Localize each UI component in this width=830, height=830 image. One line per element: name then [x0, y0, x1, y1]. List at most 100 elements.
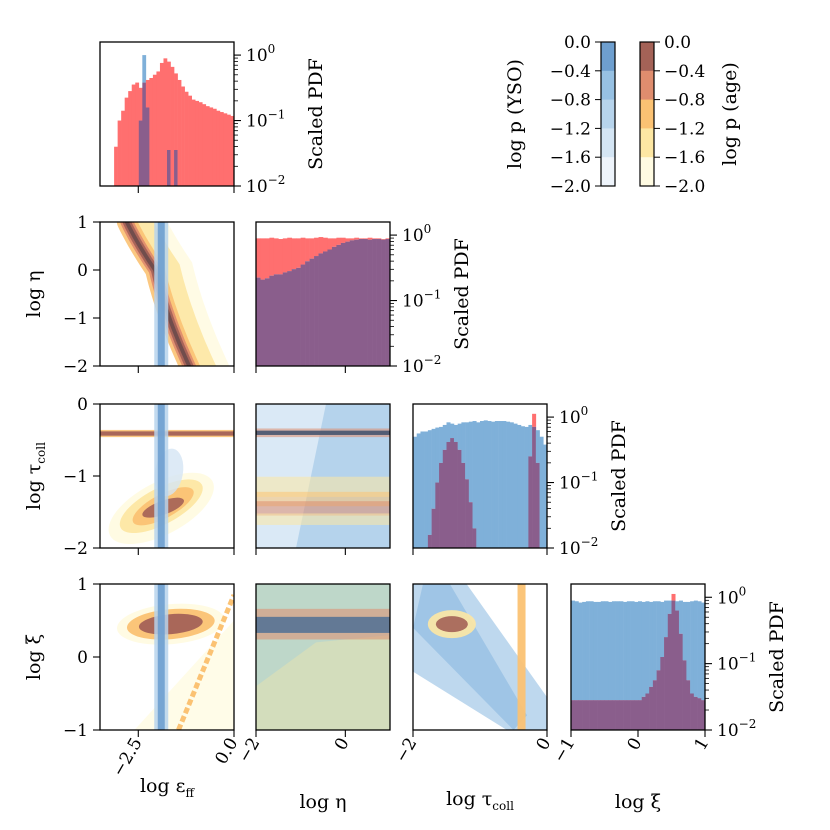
- pdf-axis-label: Scaled PDF: [608, 420, 630, 532]
- x-axis-eta-row2: [255, 548, 346, 555]
- age-hist-bar: [124, 97, 129, 186]
- overlap-hist-bar: [269, 275, 275, 366]
- overlap-hist-bar: [174, 150, 178, 186]
- overlap-hist-bar: [597, 700, 602, 730]
- yso-hist-bar: [585, 601, 590, 701]
- overlap-hist-bar: [535, 462, 540, 548]
- age-contour-region: [256, 584, 390, 730]
- age-hist-bar: [671, 593, 676, 601]
- yso-hist-bar: [513, 423, 518, 548]
- overlap-hist-bar: [363, 239, 368, 366]
- yso-hist-bar: [597, 601, 602, 701]
- overlap-hist-bar: [435, 482, 440, 548]
- x-tick-label: −2: [234, 735, 264, 767]
- age-hist-bar: [532, 413, 537, 427]
- pdf-tick-base: 10: [246, 112, 268, 132]
- age-hist-bar: [163, 58, 168, 187]
- overlap-hist-bar: [446, 441, 451, 548]
- pdf-tick-exp: −2: [268, 173, 286, 187]
- age-hist-bar: [367, 237, 373, 240]
- x-axis-label-eta-main: log η: [299, 791, 346, 813]
- overlap-hist-bar: [431, 508, 436, 548]
- pdf-tick-base: 10: [559, 539, 581, 559]
- yso-hist-bar: [660, 601, 665, 657]
- overlap-hist-bar: [287, 271, 293, 366]
- y-tick-label: 0: [77, 261, 88, 281]
- overlap-hist-bar: [604, 700, 609, 730]
- overlap-hist-bar: [340, 242, 346, 366]
- yso-hist-bar: [649, 601, 654, 687]
- age-hist-bar: [296, 238, 301, 268]
- y-tick-label: 1: [77, 213, 88, 233]
- x-tick-label: 0: [624, 735, 647, 754]
- overlap-hist-bar: [345, 241, 351, 366]
- colorbar-tick-label: −0.8: [550, 91, 591, 111]
- overlap-hist-bar: [619, 700, 624, 730]
- age-hist-bar: [205, 106, 210, 186]
- yso-hist-bar: [498, 421, 503, 548]
- colorbar-segment: [601, 42, 615, 72]
- colorbar-segment: [640, 157, 654, 187]
- y-axis-label-eta: log η: [23, 270, 45, 317]
- yso-hist-bar: [487, 421, 492, 548]
- yso-hist-bar: [502, 421, 507, 548]
- age-hist-bar: [314, 237, 319, 257]
- overlap-contour-band: [256, 430, 390, 435]
- overlap-hist-bar: [367, 239, 373, 366]
- yso-hist-bar: [619, 601, 624, 701]
- overlap-hist-bar: [372, 239, 377, 366]
- age-hist-bar: [264, 238, 270, 279]
- yso-hist-bar: [517, 424, 522, 548]
- density-panel-eta-xi: [256, 584, 390, 730]
- yso-hist-bar: [574, 601, 579, 701]
- overlap-hist-bar: [318, 253, 324, 366]
- pdf-tick-base: 10: [717, 588, 739, 608]
- x-axis-eps-row3: −2.5 0.0: [109, 730, 242, 780]
- hist-frame: [255, 221, 391, 367]
- yso-hist-bar: [480, 421, 485, 548]
- x-tick-label: 1: [691, 735, 714, 754]
- colorbar-tick-label: −1.2: [550, 119, 591, 139]
- age-hist-bar: [117, 120, 122, 186]
- yso-hist-bar: [630, 601, 635, 701]
- yso-hist-bar: [427, 430, 432, 535]
- overlap-hist-bar: [608, 700, 613, 730]
- yso-hist-bar: [623, 601, 628, 701]
- age-hist-bar: [174, 73, 178, 150]
- age-hist-bar: [226, 114, 231, 186]
- overlap-hist-bar: [690, 693, 695, 730]
- colorbar-segment: [601, 157, 615, 187]
- age-hist-bar: [349, 238, 355, 241]
- overlap-hist-bar: [582, 700, 587, 730]
- pdf-tick-label: 100: [717, 584, 746, 608]
- colorbar-YSO: 0.0 −0.4 −0.8 −1.2 −1.6 −2.0 log p (YSO): [504, 33, 616, 197]
- age-hist-bar: [198, 102, 203, 186]
- overlap-hist-bar: [652, 680, 657, 730]
- yso-hist-bar: [431, 428, 436, 509]
- yso-hist-bar: [524, 426, 529, 548]
- pdf-tick-exp: −1: [268, 108, 286, 122]
- age-hist-bar: [131, 84, 136, 186]
- overlap-hist-bar: [461, 462, 466, 548]
- overlap-hist-bar: [385, 239, 391, 366]
- age-hist-bar: [300, 237, 306, 265]
- age-contour-edge: [176, 593, 234, 730]
- age-hist-bar: [331, 238, 337, 247]
- colorbar-tick-label: −0.4: [550, 62, 591, 82]
- age-hist-bar: [209, 107, 214, 186]
- overlap-hist-bar: [331, 246, 337, 366]
- y-axis-label-tau-sub: coll: [34, 442, 48, 464]
- yso-hist-bar: [424, 431, 429, 548]
- panel-frame-tau-xi: [412, 583, 548, 731]
- density-panel-eps-eta: [116, 222, 230, 366]
- age-hist-bar: [202, 104, 207, 186]
- age-hist-bar: [291, 238, 297, 270]
- x-axis-eps-row1: [137, 366, 235, 373]
- overlap-hist-bar: [667, 613, 672, 730]
- x-axis-tau-row3: −2 0: [391, 730, 555, 766]
- age-contour-band: [256, 513, 390, 525]
- age-hist-bar: [121, 110, 125, 186]
- colorbar-tick-label: −1.6: [550, 148, 591, 168]
